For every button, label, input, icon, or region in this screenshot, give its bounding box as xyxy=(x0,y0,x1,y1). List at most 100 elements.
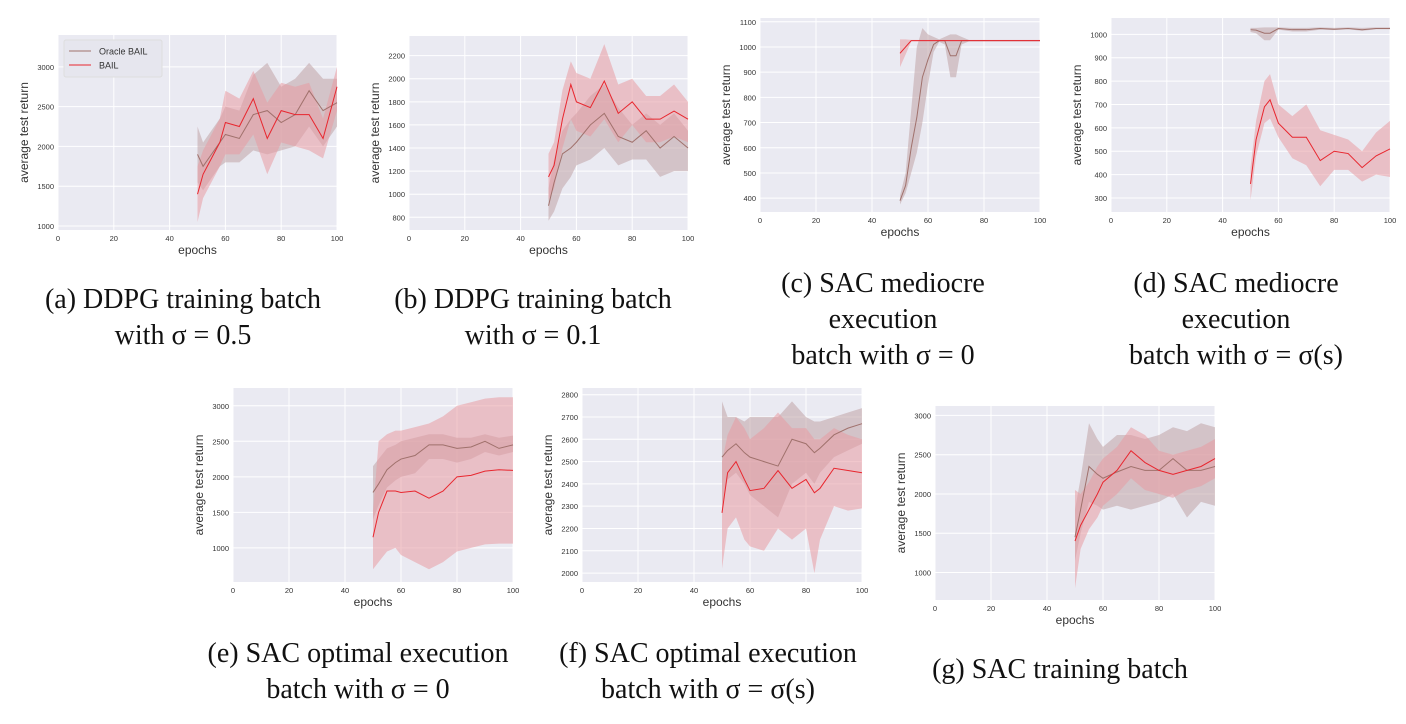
y-axis-label: average test return xyxy=(541,435,555,536)
caption-e: (e) SAC optimal execution batch with σ = … xyxy=(208,636,509,708)
y-tick-label: 300 xyxy=(1094,194,1107,203)
caption-line: batch with σ = 0 xyxy=(266,674,450,705)
caption-g: (g) SAC training batch xyxy=(932,652,1188,688)
y-tick-label: 3000 xyxy=(37,63,54,72)
x-tick-label: 100 xyxy=(1034,216,1047,225)
chart-c: 0 20 40 60 80 100 400 500 600 700 800 900 1000 1100 ep… xyxy=(719,18,1046,239)
x-tick-label: 60 xyxy=(1274,216,1282,225)
x-axis-label: epochs xyxy=(1231,225,1270,239)
y-tick-label: 2500 xyxy=(37,103,54,112)
x-tick-label: 100 xyxy=(331,234,344,243)
caption-line: batch with σ = σ(s) xyxy=(1129,340,1343,371)
y-tick-label: 3000 xyxy=(914,411,931,420)
caption-line: (d) SAC mediocre xyxy=(1133,268,1339,299)
y-tick-label: 500 xyxy=(1094,147,1107,156)
y-tick-label: 2700 xyxy=(561,413,578,422)
chart-b: 0 20 40 60 80 100 800 1000 1200 1400 1600 1800 2000 2… xyxy=(368,36,694,257)
y-tick-label: 900 xyxy=(743,68,756,77)
x-tick-label: 0 xyxy=(56,234,60,243)
x-tick-label: 60 xyxy=(746,586,754,595)
x-tick-label: 0 xyxy=(580,586,584,595)
x-tick-label: 40 xyxy=(868,216,876,225)
x-tick-label: 60 xyxy=(397,586,405,595)
x-tick-label: 80 xyxy=(802,586,810,595)
y-tick-label: 500 xyxy=(743,169,756,178)
y-axis-label: average test return xyxy=(192,435,206,536)
y-axis-label: average test return xyxy=(17,82,31,183)
bail-line xyxy=(197,86,338,195)
x-tick-label: 0 xyxy=(231,586,235,595)
y-tick-label: 2500 xyxy=(212,437,229,446)
caption-line: with σ = 0.1 xyxy=(464,320,602,351)
y-tick-label: 600 xyxy=(1094,124,1107,133)
y-tick-label: 1500 xyxy=(37,182,54,191)
x-tick-label: 20 xyxy=(110,234,118,243)
x-tick-label: 100 xyxy=(1384,216,1397,225)
y-tick-label: 400 xyxy=(743,194,756,203)
y-tick-label: 2100 xyxy=(561,547,578,556)
bail-line xyxy=(372,469,514,538)
x-axis-label: epochs xyxy=(178,243,217,257)
y-tick-label: 2000 xyxy=(561,569,578,578)
y-tick-label: 1200 xyxy=(388,167,405,176)
legend-box xyxy=(63,39,163,78)
legend-label-bail: BAIL xyxy=(99,61,119,71)
y-tick-label: 1600 xyxy=(388,121,405,130)
caption-line: (e) SAC optimal execution xyxy=(207,638,509,669)
y-tick-label: 2300 xyxy=(561,502,578,511)
chart-g: 0 20 40 60 80 100 1000 1500 2000 2500 3000 epochs av… xyxy=(894,406,1221,627)
caption-line: (a) DDPG training batch xyxy=(44,284,322,315)
x-tick-label: 100 xyxy=(682,234,695,243)
y-axis-label: average test return xyxy=(719,65,733,166)
caption-c: (c) SAC mediocre execution batch with σ = … xyxy=(781,266,985,374)
y-tick-label: 1800 xyxy=(388,98,405,107)
y-tick-label: 1000 xyxy=(914,569,931,578)
caption-line: with σ = 0.5 xyxy=(114,320,252,351)
x-tick-label: 0 xyxy=(1109,216,1113,225)
x-tick-label: 80 xyxy=(1330,216,1338,225)
x-tick-label: 20 xyxy=(461,234,469,243)
y-tick-label: 800 xyxy=(1094,77,1107,86)
y-tick-label: 2200 xyxy=(561,524,578,533)
x-axis-label: epochs xyxy=(354,595,393,609)
x-tick-label: 60 xyxy=(1099,604,1107,613)
caption-f: (f) SAC optimal execution batch with σ = … xyxy=(559,636,857,708)
y-axis-label: average test return xyxy=(1070,65,1084,166)
y-tick-label: 1400 xyxy=(388,144,405,153)
caption-b: (b) DDPG training batch with σ = 0.1 xyxy=(394,282,672,354)
caption-line: (g) SAC training batch xyxy=(932,654,1188,685)
bail-confidence-band xyxy=(373,397,513,570)
bail-confidence-band xyxy=(1250,74,1390,201)
oracle-confidence-band xyxy=(1250,27,1390,41)
x-tick-label: 20 xyxy=(634,586,642,595)
bail-confidence-band xyxy=(197,66,337,223)
x-tick-label: 40 xyxy=(1043,604,1051,613)
y-tick-label: 2500 xyxy=(561,458,578,467)
caption-a: (a) DDPG training batch with σ = 0.5 xyxy=(45,282,321,354)
y-tick-label: 1000 xyxy=(1090,30,1107,39)
oracle-line xyxy=(1250,28,1390,34)
y-tick-label: 2000 xyxy=(37,142,54,151)
x-tick-label: 80 xyxy=(277,234,285,243)
x-tick-label: 40 xyxy=(165,234,173,243)
y-tick-label: 400 xyxy=(1094,171,1107,180)
x-tick-label: 80 xyxy=(980,216,988,225)
bail-line xyxy=(1074,450,1216,542)
x-tick-label: 60 xyxy=(924,216,932,225)
x-tick-label: 20 xyxy=(987,604,995,613)
oracle-line xyxy=(548,112,689,206)
bail-confidence-band xyxy=(1075,427,1215,589)
caption-line: (b) DDPG training batch xyxy=(394,284,672,315)
y-tick-label: 1000 xyxy=(37,222,54,231)
caption-line: (c) SAC mediocre xyxy=(781,268,985,299)
y-tick-label: 2500 xyxy=(914,451,931,460)
caption-line: batch with σ = 0 xyxy=(791,340,975,371)
y-tick-label: 800 xyxy=(743,93,756,102)
caption-d: (d) SAC mediocre execution batch with σ = … xyxy=(1129,266,1343,374)
caption-line: batch with σ = σ(s) xyxy=(601,674,815,705)
y-tick-label: 700 xyxy=(743,119,756,128)
y-tick-label: 1500 xyxy=(914,529,931,538)
x-tick-label: 20 xyxy=(1163,216,1171,225)
x-tick-label: 0 xyxy=(933,604,937,613)
x-axis-label: epochs xyxy=(703,595,742,609)
